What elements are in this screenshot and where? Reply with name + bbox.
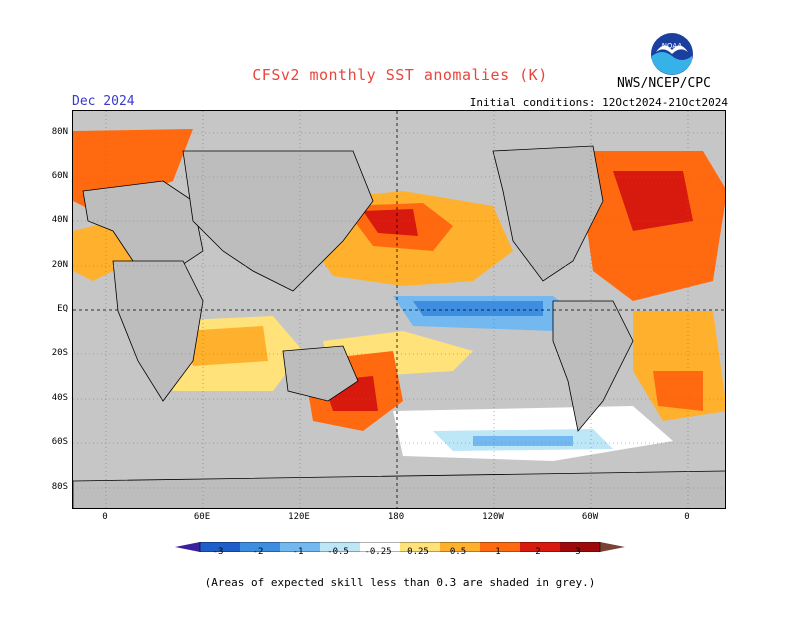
colorbar-swatch-9 [520,542,560,552]
lat-label-40n: 40N [51,215,68,225]
colorbar-swatch-0 [175,542,200,552]
colorbar-swatch-4 [320,542,360,552]
land-antarctica [73,470,725,508]
colorbar-label-2: 2 [535,547,541,557]
lat-label-40s: 40S [51,393,68,403]
lat-label-80s: 80S [51,482,68,492]
colorbar-swatch-6 [400,542,440,552]
lon-label-0-east: 0 [684,512,690,522]
colorbar-swatch-1 [200,542,240,552]
lat-label-20n: 20N [51,260,68,270]
lon-label-120w: 120W [482,512,504,522]
lat-label-20s: 20S [51,348,68,358]
sst-anomaly-map [72,110,726,509]
lon-label-180: 180 [387,512,405,522]
land-australia [282,345,359,402]
graticule [73,111,725,508]
colorbar-label-neg05: -0.5 [327,547,349,557]
colorbar-label-neg025: -0.25 [364,547,392,557]
svg-text:NOAA: NOAA [662,42,683,50]
skill-footnote: (Areas of expected skill less than 0.3 a… [204,576,596,589]
lat-label-80n: 80N [51,127,68,137]
land-north-america [492,145,604,282]
colorbar-swatch-3 [280,542,320,552]
colorbar-swatch-8 [480,542,520,552]
map-title: CFSv2 monthly SST anomalies (K) [252,66,548,84]
colorbar-label-neg1: -1 [292,547,304,557]
agency-label: NWS/NCEP/CPC [617,76,711,91]
colorbar-swatch-10 [560,542,600,552]
colorbar-swatch-2 [240,542,280,552]
colorbar-label-neg2: -2 [252,547,264,557]
land-south-america [552,300,634,432]
colorbar-swatch-7 [440,542,480,552]
lat-label-eq: EQ [57,304,68,314]
lon-label-60e: 60E [193,512,211,522]
lat-label-60n: 60N [51,171,68,181]
colorbar-label-neg3: -3 [212,547,224,557]
colorbar-swatch-5 [360,542,400,552]
colorbar-label-025: 0.25 [407,547,429,557]
forecast-period: Dec 2024 [72,94,135,109]
noaa-logo: NOAA [650,32,694,76]
lat-label-60s: 60S [51,437,68,447]
lon-label-60w: 60W [581,512,599,522]
colorbar-swatch-11 [600,542,625,552]
colorbar-label-1: 1 [495,547,501,557]
colorbar [175,537,625,553]
lon-label-120e: 120E [288,512,310,522]
map-canvas [73,111,725,508]
initial-conditions: Initial conditions: 12Oct2024-21Oct2024 [469,96,728,109]
colorbar-label-3: 3 [575,547,581,557]
land-africa [112,260,204,402]
colorbar-label-05: 0.5 [449,547,467,557]
lon-label-0: 0 [102,512,108,522]
